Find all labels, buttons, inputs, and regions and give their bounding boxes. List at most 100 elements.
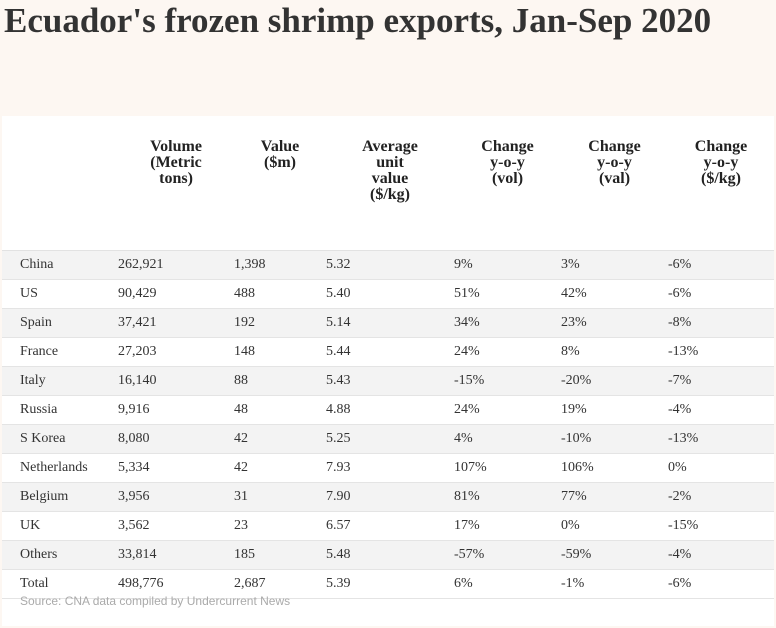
table-cell: 90,429 (118, 279, 234, 309)
table-row: S Korea 8,080 42 5.25 4% -10% -13% (2, 424, 774, 454)
table-cell: 185 (234, 540, 326, 570)
country-cell: UK (2, 511, 118, 541)
table-cell: -13% (668, 424, 774, 454)
table-cell: -6% (668, 569, 774, 599)
country-cell: US (2, 279, 118, 309)
table-cell: 9,916 (118, 395, 234, 425)
country-cell: Russia (2, 395, 118, 425)
table-row: France 27,203 148 5.44 24% 8% -13% (2, 337, 774, 367)
country-cell: Others (2, 540, 118, 570)
table-cell: 0% (668, 453, 774, 483)
table-row: Russia 9,916 48 4.88 24% 19% -4% (2, 395, 774, 425)
table-cell: 1,398 (234, 250, 326, 280)
table-cell: 81% (454, 482, 561, 512)
table-cell: 33,814 (118, 540, 234, 570)
table-cell: -57% (454, 540, 561, 570)
table-cell: 7.93 (326, 453, 454, 483)
page-title: Ecuador's frozen shrimp exports, Jan-Sep… (4, 1, 712, 40)
table-cell: -6% (668, 250, 774, 280)
country-cell: Italy (2, 366, 118, 396)
table-cell: 106% (561, 453, 668, 483)
table-cell: 34% (454, 308, 561, 338)
country-cell: France (2, 337, 118, 367)
table-cell: 6% (454, 569, 561, 599)
header-country (2, 116, 118, 251)
table-cell: -4% (668, 540, 774, 570)
source-note: Source: CNA data compiled by Undercurren… (20, 594, 291, 608)
table-body: China 262,921 1,398 5.32 9% 3% -6% US 90,429 488 5… (2, 250, 774, 599)
table-cell: 7.90 (326, 482, 454, 512)
table-cell: 107% (454, 453, 561, 483)
table-cell: -7% (668, 366, 774, 396)
table-cell: 3,956 (118, 482, 234, 512)
header-row: Volume (Metric tons) Value ($m) Average … (2, 116, 774, 251)
table-row: Italy 16,140 88 5.43 -15% -20% -7% (2, 366, 774, 396)
table-row: Others 33,814 185 5.48 -57% -59% -4% (2, 540, 774, 570)
table-cell: 27,203 (118, 337, 234, 367)
table-cell: -6% (668, 279, 774, 309)
table-cell: 24% (454, 337, 561, 367)
table-cell: 5.14 (326, 308, 454, 338)
table-row: Belgium 3,956 31 7.90 81% 77% -2% (2, 482, 774, 512)
table-cell: 48 (234, 395, 326, 425)
table-cell: 5.25 (326, 424, 454, 454)
table-panel: Volume (Metric tons) Value ($m) Average … (2, 116, 774, 626)
table-cell: 8% (561, 337, 668, 367)
table-cell: 42% (561, 279, 668, 309)
country-cell: Spain (2, 308, 118, 338)
table-cell: -59% (561, 540, 668, 570)
table-cell: 3,562 (118, 511, 234, 541)
table-cell: 17% (454, 511, 561, 541)
country-cell: Total (2, 569, 118, 599)
table-cell: 42 (234, 424, 326, 454)
table-cell: 23% (561, 308, 668, 338)
country-cell: China (2, 250, 118, 280)
table-cell: 498,776 (118, 569, 234, 599)
header-change-unit-price: Change y-o-y ($/kg) (668, 116, 774, 251)
header-volume: Volume (Metric tons) (118, 116, 234, 251)
table-row: Spain 37,421 192 5.14 34% 23% -8% (2, 308, 774, 338)
country-cell: Belgium (2, 482, 118, 512)
country-cell: S Korea (2, 424, 118, 454)
exports-table: Volume (Metric tons) Value ($m) Average … (2, 116, 774, 599)
header-average-unit-value: Average unit value ($/kg) (326, 116, 454, 251)
table-row: Total 498,776 2,687 5.39 6% -1% -6% (2, 569, 774, 599)
table-cell: 8,080 (118, 424, 234, 454)
table-cell: 5.39 (326, 569, 454, 599)
table-cell: 88 (234, 366, 326, 396)
table-cell: -8% (668, 308, 774, 338)
table-cell: -2% (668, 482, 774, 512)
table-cell: 4% (454, 424, 561, 454)
header-value: Value ($m) (234, 116, 326, 251)
table-cell: 77% (561, 482, 668, 512)
table-cell: 9% (454, 250, 561, 280)
table-cell: 0% (561, 511, 668, 541)
country-cell: Netherlands (2, 453, 118, 483)
table-row: Netherlands 5,334 42 7.93 107% 106% 0% (2, 453, 774, 483)
table-cell: 262,921 (118, 250, 234, 280)
table-cell: 192 (234, 308, 326, 338)
table-cell: -10% (561, 424, 668, 454)
table-cell: 3% (561, 250, 668, 280)
table-cell: 51% (454, 279, 561, 309)
table-row: China 262,921 1,398 5.32 9% 3% -6% (2, 250, 774, 280)
table-cell: -15% (454, 366, 561, 396)
table-cell: 23 (234, 511, 326, 541)
table-cell: 148 (234, 337, 326, 367)
table-row: UK 3,562 23 6.57 17% 0% -15% (2, 511, 774, 541)
table-cell: 19% (561, 395, 668, 425)
table-cell: 5.32 (326, 250, 454, 280)
table-cell: 5.48 (326, 540, 454, 570)
table-cell: -15% (668, 511, 774, 541)
table-cell: 6.57 (326, 511, 454, 541)
table-cell: 5,334 (118, 453, 234, 483)
table-cell: 5.44 (326, 337, 454, 367)
table-cell: -4% (668, 395, 774, 425)
table-cell: 31 (234, 482, 326, 512)
table-cell: -13% (668, 337, 774, 367)
table-cell: -20% (561, 366, 668, 396)
table-cell: -1% (561, 569, 668, 599)
table-cell: 488 (234, 279, 326, 309)
table-cell: 2,687 (234, 569, 326, 599)
header-change-value: Change y-o-y (val) (561, 116, 668, 251)
